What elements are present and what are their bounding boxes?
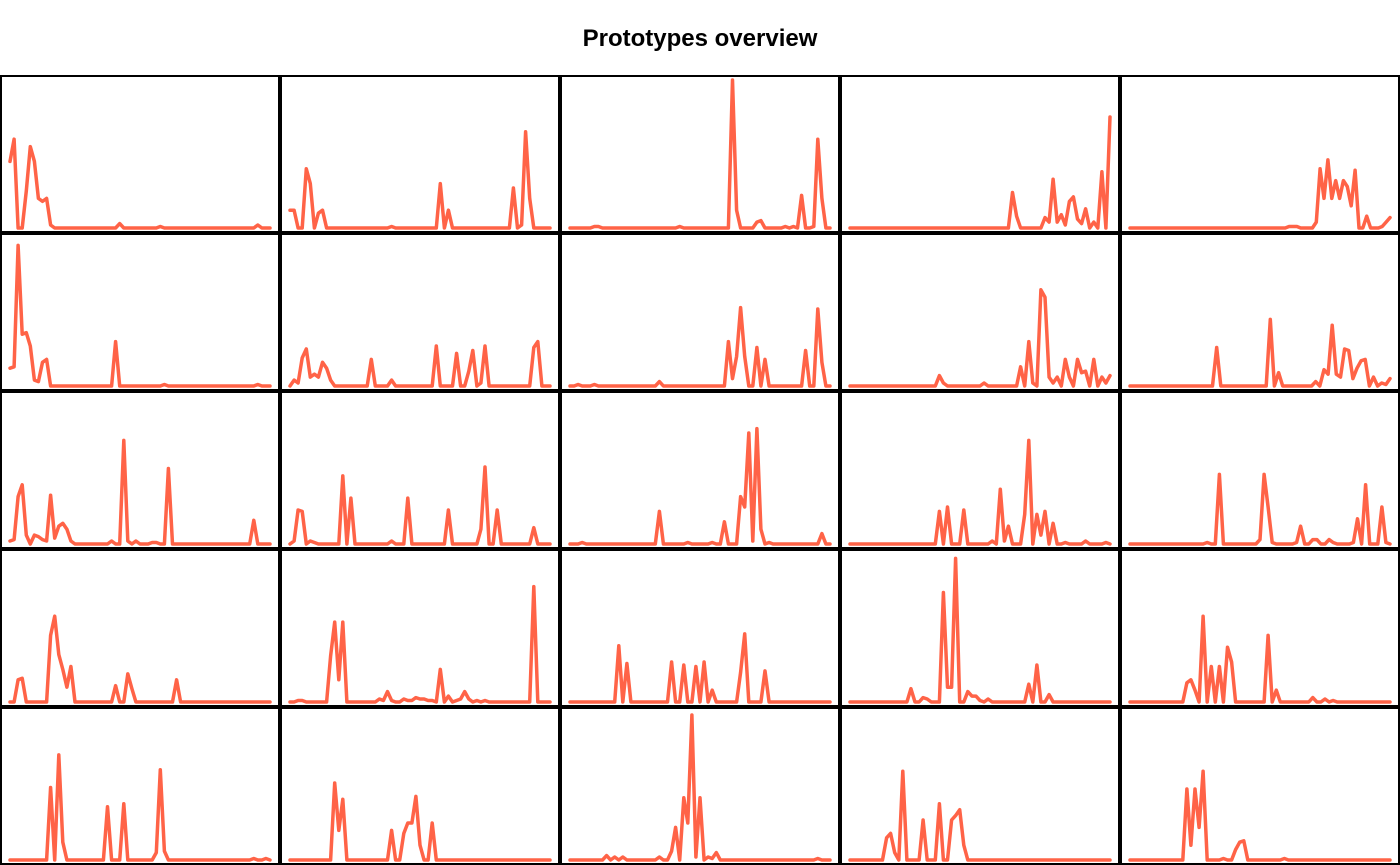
prototype-series-line xyxy=(568,305,832,388)
prototype-panel xyxy=(1120,75,1400,233)
prototype-series-line xyxy=(568,426,832,546)
panel-frame xyxy=(560,391,840,549)
prototype-panel xyxy=(1120,707,1400,865)
prototype-panel xyxy=(1120,549,1400,707)
prototype-panel xyxy=(0,391,280,549)
prototype-series-line xyxy=(1128,158,1392,230)
panel-frame xyxy=(840,549,1120,707)
prototype-grid-svg xyxy=(0,75,1400,865)
prototype-panel xyxy=(560,391,840,549)
prototype-series-line xyxy=(1128,614,1392,704)
panel-frame xyxy=(280,549,560,707)
prototype-panel xyxy=(280,707,560,865)
panel-frame xyxy=(280,75,560,233)
prototype-panel xyxy=(840,233,1120,391)
prototype-series-line xyxy=(848,769,1112,862)
prototype-panel xyxy=(0,75,280,233)
panel-frame xyxy=(560,233,840,391)
panel-frame xyxy=(560,707,840,865)
prototype-series-line xyxy=(8,137,272,230)
panel-frame xyxy=(560,75,840,233)
panel-frame xyxy=(1120,391,1400,549)
panel-frame xyxy=(1120,707,1400,865)
panel-frame xyxy=(0,233,280,391)
prototype-panel xyxy=(280,549,560,707)
panel-frame xyxy=(0,707,280,865)
panel-frame xyxy=(0,549,280,707)
prototype-panel xyxy=(0,549,280,707)
prototype-series-line xyxy=(568,713,832,862)
prototype-panel xyxy=(1120,233,1400,391)
prototype-series-line xyxy=(1128,769,1392,862)
prototype-panel xyxy=(840,707,1120,865)
prototype-panel xyxy=(560,707,840,865)
prototype-series-line xyxy=(1128,472,1392,546)
panel-frame xyxy=(0,391,280,549)
prototype-series-line xyxy=(288,584,552,704)
prototype-series-line xyxy=(848,556,1112,704)
prototype-panel xyxy=(1120,391,1400,549)
prototype-series-line xyxy=(848,438,1112,546)
prototype-series-line xyxy=(288,465,552,546)
prototype-grid xyxy=(0,75,1400,865)
panel-frame xyxy=(840,233,1120,391)
prototype-panel xyxy=(560,549,840,707)
prototype-panel xyxy=(280,391,560,549)
panel-frame xyxy=(0,75,280,233)
prototype-series-line xyxy=(288,339,552,388)
panel-frame xyxy=(1120,549,1400,707)
prototype-series-line xyxy=(568,78,832,230)
prototype-series-line xyxy=(8,614,272,704)
prototype-panel xyxy=(280,233,560,391)
prototype-series-line xyxy=(8,243,272,388)
prototype-series-line xyxy=(848,288,1112,388)
panel-frame xyxy=(280,233,560,391)
panel-frame xyxy=(280,707,560,865)
panel-frame xyxy=(840,391,1120,549)
prototype-series-line xyxy=(288,130,552,230)
panel-frame xyxy=(840,707,1120,865)
prototype-panel xyxy=(0,707,280,865)
prototype-panel xyxy=(280,75,560,233)
chart-title: Prototypes overview xyxy=(582,25,818,52)
panel-frame xyxy=(1120,75,1400,233)
panel-frame xyxy=(840,75,1120,233)
prototype-series-line xyxy=(8,438,272,546)
prototype-panel xyxy=(840,391,1120,549)
panel-frame xyxy=(1120,233,1400,391)
prototype-series-line xyxy=(1128,317,1392,388)
prototype-series-line xyxy=(288,781,552,862)
prototype-series-line xyxy=(8,753,272,862)
prototype-panel xyxy=(0,233,280,391)
prototype-series-line xyxy=(568,632,832,704)
panel-frame xyxy=(280,391,560,549)
prototype-panel xyxy=(840,549,1120,707)
prototype-panel xyxy=(560,233,840,391)
panel-frame xyxy=(560,549,840,707)
prototype-series-line xyxy=(848,115,1112,230)
prototype-panel xyxy=(840,75,1120,233)
prototype-panel xyxy=(560,75,840,233)
